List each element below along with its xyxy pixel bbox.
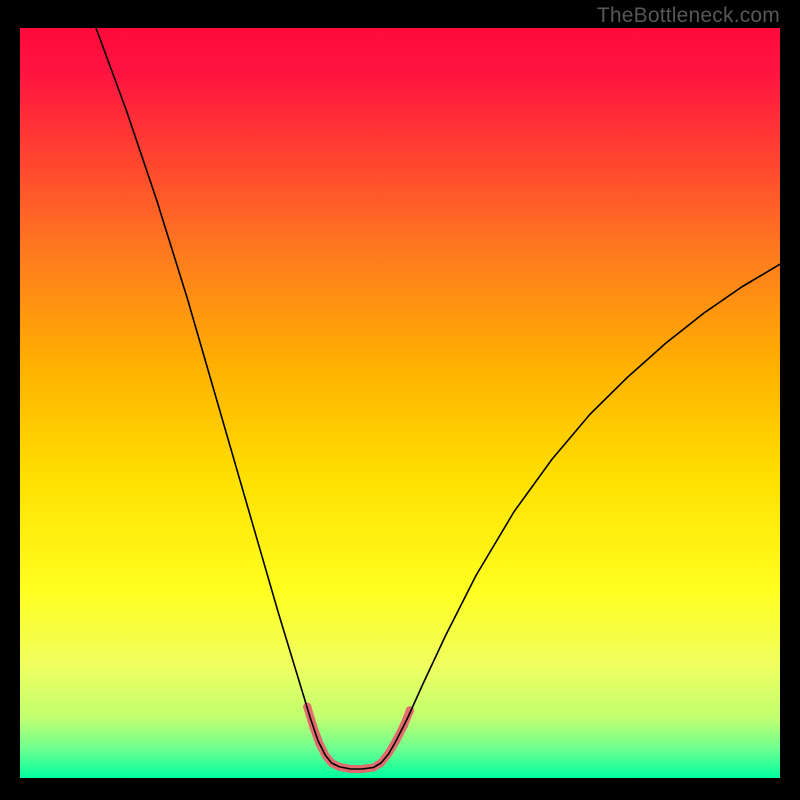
watermark-text: TheBottleneck.com xyxy=(597,4,780,28)
plot-area xyxy=(20,28,780,778)
curve-layer xyxy=(20,28,780,778)
bottleneck-curve xyxy=(96,28,780,769)
bottleneck-highlight-band xyxy=(307,707,410,769)
chart-frame: TheBottleneck.com xyxy=(0,0,800,800)
